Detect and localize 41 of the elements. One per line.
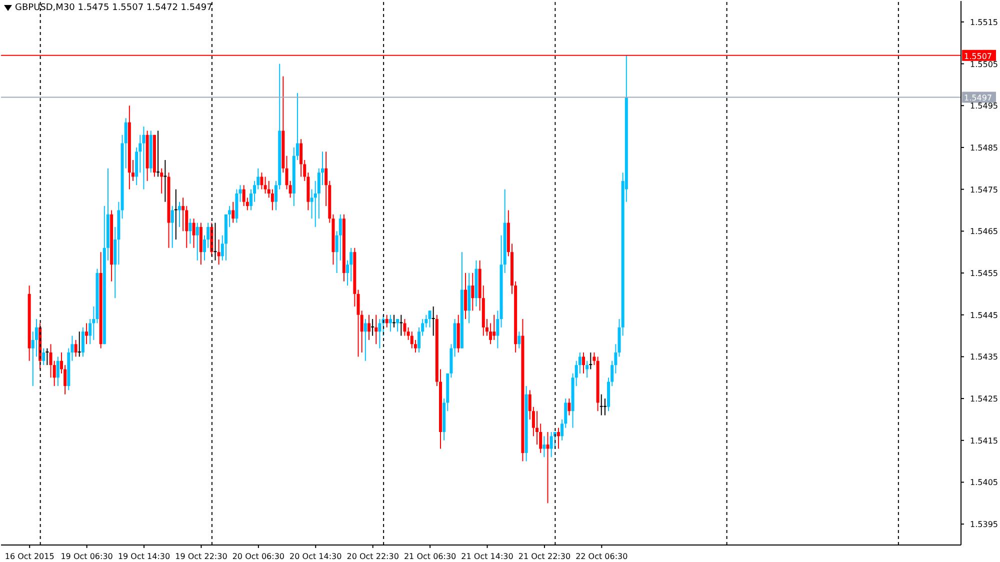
x-tick-label: 21 Oct 14:30 <box>461 552 514 561</box>
x-tick-label: 21 Oct 22:30 <box>518 552 571 561</box>
y-tick-label: 1.5495 <box>970 102 998 111</box>
y-tick-label: 1.5485 <box>970 143 998 152</box>
y-tick-label: 1.5505 <box>970 60 998 69</box>
candlestick <box>600 394 603 416</box>
candlestick <box>78 332 81 357</box>
chart-title: GBPUSD,M30 1.5475 1.5507 1.5472 1.5497 <box>15 3 212 13</box>
y-tick-label: 1.5395 <box>970 520 998 530</box>
y-tick-label: 1.5425 <box>970 394 998 404</box>
x-tick-label: 22 Oct 06:30 <box>576 552 628 561</box>
x-tick-label: 21 Oct 06:30 <box>404 552 456 561</box>
x-tick-label: 19 Oct 14:30 <box>118 552 170 561</box>
x-tick-label: 19 Oct 06:30 <box>60 552 113 561</box>
candlestick <box>589 352 592 370</box>
candlestick <box>546 432 550 504</box>
y-tick-label: 1.5465 <box>970 227 998 236</box>
candlestick <box>392 314 396 328</box>
candlestick <box>214 222 217 260</box>
x-tick-label: 20 Oct 06:30 <box>232 552 285 561</box>
y-tick-label: 1.5405 <box>970 478 998 488</box>
y-tick-label: 1.5515 <box>970 18 998 27</box>
candlestick <box>432 306 435 336</box>
y-tick-label: 1.5445 <box>970 310 998 320</box>
x-tick-label: 19 Oct 22:30 <box>175 552 228 561</box>
candlestick <box>46 348 49 366</box>
candlestick <box>174 189 178 240</box>
candlestick <box>371 319 374 336</box>
y-tick-label: 1.5455 <box>970 269 998 278</box>
x-tick-label: 20 Oct 22:30 <box>346 552 399 561</box>
x-tick-label: 16 Oct 2015 <box>4 552 54 561</box>
y-tick-label: 1.5435 <box>970 352 998 362</box>
candlestick <box>156 130 160 177</box>
ref-line-label: 1.5497 <box>964 94 992 103</box>
x-tick-label: 20 Oct 14:30 <box>290 552 342 561</box>
ref-line-label: 1.5507 <box>964 52 992 61</box>
y-tick-label: 1.5475 <box>970 185 998 194</box>
candlestick <box>400 314 403 336</box>
candlestick <box>164 160 167 202</box>
candlestick <box>603 398 606 416</box>
y-tick-label: 1.5415 <box>970 436 998 446</box>
